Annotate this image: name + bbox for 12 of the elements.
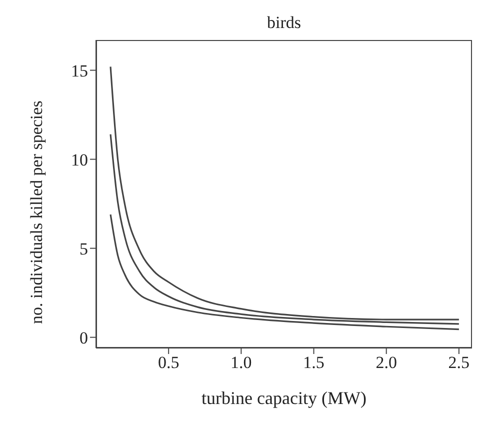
x-tick-label: 1.5	[303, 353, 324, 372]
chart-title: birds	[267, 13, 301, 32]
x-tick-label: 0.5	[158, 353, 180, 372]
x-tick-label: 2.0	[376, 353, 397, 372]
y-tick-label: 10	[71, 150, 88, 170]
x-tick-label: 1.0	[230, 353, 252, 372]
y-axis-title: no. individuals killed per species	[27, 100, 46, 324]
x-tick-label: 2.5	[448, 353, 470, 372]
y-tick-label: 0	[80, 328, 88, 348]
x-axis-title: turbine capacity (MW)	[202, 388, 366, 408]
y-tick-label: 15	[71, 61, 88, 80]
y-tick-label: 5	[80, 239, 88, 258]
